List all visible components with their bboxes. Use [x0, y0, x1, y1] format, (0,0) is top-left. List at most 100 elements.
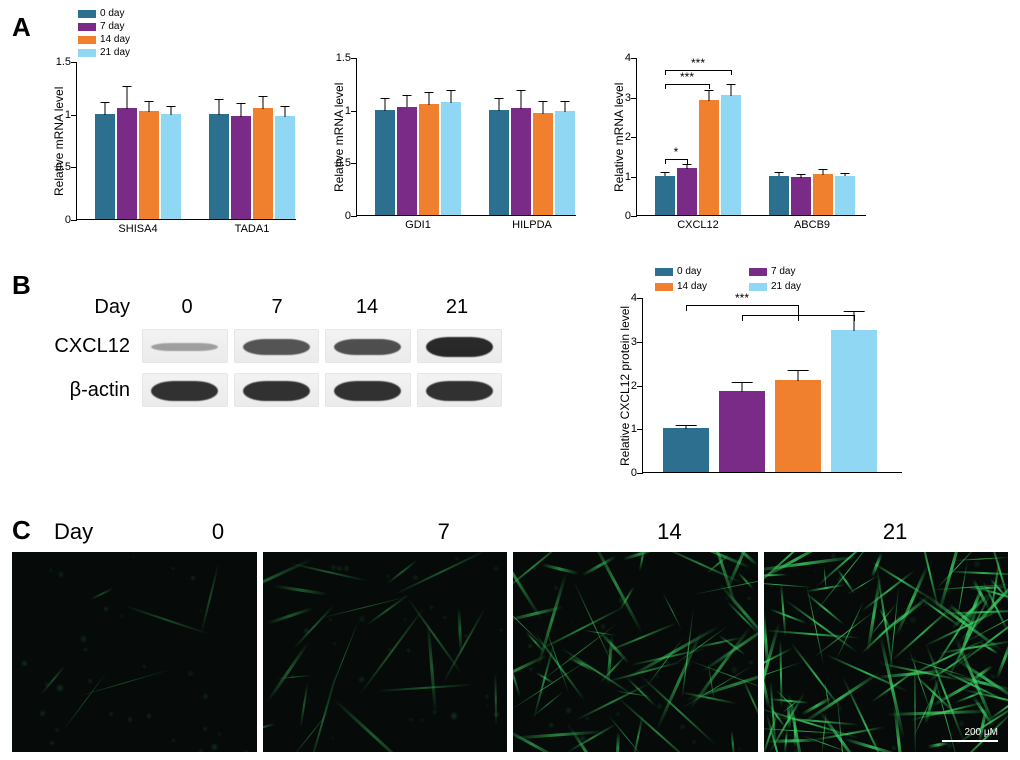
y-tick-label: 0: [603, 210, 631, 222]
blot-lane: [142, 329, 228, 363]
x-category-label: GDI1: [405, 219, 431, 231]
blot-lane: [325, 373, 411, 407]
y-tick-label: 0.5: [43, 161, 71, 173]
bar: [835, 176, 855, 216]
legend-label: 0 day: [677, 266, 701, 277]
micrograph: [263, 552, 508, 752]
y-tick-label: 0: [609, 467, 637, 479]
panel-a-chart-2: Relative mRNA level01234CXCL12ABCB9*****…: [602, 58, 866, 236]
y-tick-label: 1.5: [323, 52, 351, 64]
x-category-label: ABCB9: [794, 219, 830, 231]
panel-c-day-value: 7: [331, 519, 557, 545]
blot-day-value: 0: [142, 296, 232, 319]
bar: [419, 104, 439, 215]
panel-a-chart-0: Relative mRNA level 00.511.5SHISA4TADA1: [42, 62, 296, 240]
legend-label: 7 day: [100, 21, 124, 32]
plot-area: 00.511.5GDI1HILPDA: [356, 58, 576, 216]
panel-a-label: A: [12, 12, 31, 42]
panel-c-day-label: Day: [54, 519, 93, 545]
scale-bar-label: 200 μM: [964, 727, 998, 738]
micrograph: [12, 552, 257, 752]
blot-day-value: 7: [232, 296, 322, 319]
bar: [677, 168, 697, 215]
panel-c-label: C: [12, 515, 42, 546]
y-tick-label: 1: [603, 171, 631, 183]
blot-lane: [417, 373, 503, 407]
blot-day-value: 14: [322, 296, 412, 319]
x-category-label: TADA1: [235, 223, 270, 235]
legend-label: 14 day: [677, 281, 707, 292]
y-tick-label: 0.5: [323, 157, 351, 169]
bar: [555, 111, 575, 215]
bar: [663, 428, 709, 472]
legend-swatch: [78, 36, 96, 44]
legend-swatch: [749, 268, 767, 276]
panel-b-label: B: [12, 270, 31, 300]
legend-label: 21 day: [100, 47, 130, 58]
micrograph: 200 μM: [764, 552, 1009, 752]
bar: [117, 108, 137, 219]
panel-b-legend: 0 day7 day14 day21 day: [655, 266, 855, 292]
x-category-label: HILPDA: [512, 219, 552, 231]
bar: [441, 102, 461, 215]
bar: [719, 391, 765, 472]
panel-c-day-value: 14: [557, 519, 783, 545]
bar: [721, 95, 741, 215]
y-tick-label: 1: [609, 423, 637, 435]
plot-area: 00.511.5SHISA4TADA1: [76, 62, 296, 220]
micrograph: [513, 552, 758, 752]
significance-marker: *: [674, 145, 679, 159]
plot-area: 01234***: [642, 298, 902, 473]
y-axis-title: Relative mRNA level: [332, 58, 346, 216]
panel-a: A 0 day 7 day 14 day 21 day Relative mRNA le…: [12, 8, 1008, 240]
legend-label: 7 day: [771, 266, 795, 277]
y-tick-label: 1: [43, 109, 71, 121]
bar: [769, 176, 789, 216]
y-tick-label: 3: [603, 92, 631, 104]
western-blot: Day071421 CXCL12 β-actin: [42, 266, 502, 407]
significance-marker: ***: [735, 291, 749, 305]
y-tick-label: 2: [609, 380, 637, 392]
blot-day-label: Day: [42, 296, 142, 319]
blot-lane: [234, 373, 320, 407]
blot-lane: [142, 373, 228, 407]
blot-row-label: β-actin: [42, 379, 142, 402]
blot-day-value: 21: [412, 296, 502, 319]
legend-swatch: [655, 268, 673, 276]
y-tick-label: 1.5: [43, 56, 71, 68]
y-tick-label: 0: [43, 214, 71, 226]
bar: [813, 174, 833, 215]
bar: [831, 330, 877, 472]
bar: [655, 176, 675, 216]
y-axis-title: Relative mRNA level: [52, 62, 66, 220]
panel-b: B Day071421 CXCL12β-actin 0 day7 day14 d…: [12, 266, 1008, 493]
bar: [511, 108, 531, 215]
y-tick-label: 2: [603, 131, 631, 143]
blot-lane: [417, 329, 503, 363]
panel-c-day-value: 0: [105, 519, 331, 545]
bar: [139, 111, 159, 219]
panel-a-legend: 0 day 7 day 14 day 21 day: [78, 8, 296, 58]
blot-row-label: CXCL12: [42, 335, 142, 358]
legend-label: 0 day: [100, 8, 124, 19]
bar: [775, 380, 821, 472]
scale-bar: [942, 740, 998, 742]
bar: [699, 100, 719, 215]
y-tick-label: 1: [323, 105, 351, 117]
bar: [375, 110, 395, 215]
significance-marker: ***: [691, 56, 705, 70]
blot-lane: [234, 329, 320, 363]
bar: [209, 114, 229, 219]
bar: [275, 116, 295, 219]
panel-a-chart-1: Relative mRNA level 00.511.5GDI1HILPDA: [322, 58, 576, 236]
y-tick-label: 3: [609, 336, 637, 348]
plot-area: 01234CXCL12ABCB9*******: [636, 58, 866, 216]
bar: [161, 114, 181, 219]
blot-lane: [325, 329, 411, 363]
panel-c: C Day 071421 200 μM: [12, 515, 1008, 752]
legend-label: 14 day: [100, 34, 130, 45]
bar: [95, 114, 115, 219]
bar: [231, 116, 251, 219]
bar: [253, 108, 273, 219]
legend-swatch: [78, 10, 96, 18]
